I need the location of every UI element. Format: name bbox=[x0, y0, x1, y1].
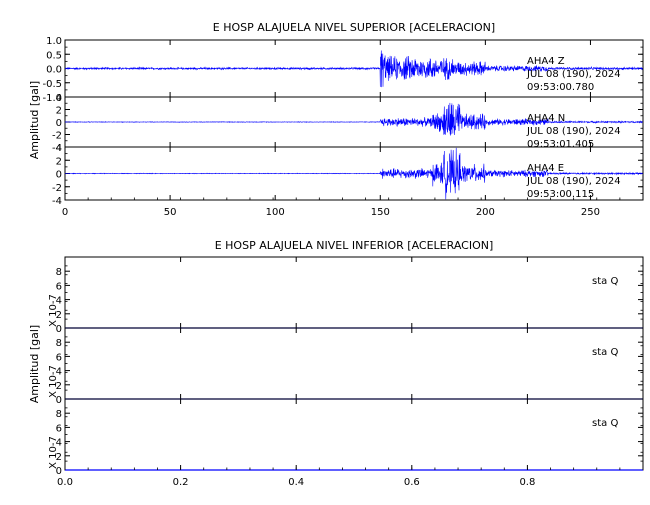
y-tick-label: -1.0 bbox=[42, 93, 62, 104]
y-tick-label: -0.5 bbox=[42, 79, 62, 90]
station-label: sta Q bbox=[592, 418, 618, 429]
y-tick-label: -4 bbox=[52, 196, 62, 207]
seismic-trace bbox=[64, 50, 643, 88]
y-tick-label: 0 bbox=[56, 118, 62, 129]
x-tick-label: 0.6 bbox=[404, 477, 420, 488]
x-tick-label: 100 bbox=[266, 207, 285, 218]
y-tick-label: 4 bbox=[56, 367, 62, 378]
y-tick-label: 0.5 bbox=[46, 50, 62, 61]
y-tick-label: 6 bbox=[56, 423, 62, 434]
y-tick-label: 4 bbox=[56, 143, 62, 154]
y-tick-label: 8 bbox=[56, 267, 62, 278]
y-tick-label: 2 bbox=[56, 156, 62, 167]
x-tick-label: 0.4 bbox=[288, 477, 304, 488]
y-tick-label: 0 bbox=[56, 395, 62, 406]
y-tick-label: 0 bbox=[56, 466, 62, 477]
x-tick-label: 200 bbox=[476, 207, 495, 218]
station-label: AHA4 Z bbox=[527, 56, 565, 67]
station-label: sta Q bbox=[592, 347, 618, 358]
x-tick-label: 0.8 bbox=[519, 477, 535, 488]
y-tick-label: 2 bbox=[56, 310, 62, 321]
y-tick-label: -4 bbox=[52, 143, 62, 154]
station-label: AHA4 E bbox=[527, 163, 564, 174]
chart-title: E HOSP ALAJUELA NIVEL SUPERIOR [ACELERAC… bbox=[213, 21, 495, 34]
y-axis-label: Amplitud [gal] bbox=[28, 81, 41, 159]
seismic-trace bbox=[64, 147, 643, 200]
station-label: JUL 08 (190), 2024 bbox=[526, 176, 621, 187]
scale-label: X 10-7 bbox=[48, 294, 59, 327]
x-tick-label: 250 bbox=[581, 207, 600, 218]
y-tick-label: -2 bbox=[52, 183, 62, 194]
y-tick-label: 8 bbox=[56, 409, 62, 420]
y-tick-label: 4 bbox=[56, 296, 62, 307]
y-tick-label: 0.0 bbox=[46, 65, 62, 76]
y-tick-label: 0 bbox=[56, 170, 62, 181]
y-tick-label: 2 bbox=[56, 381, 62, 392]
station-label: JUL 08 (190), 2024 bbox=[526, 69, 621, 80]
y-tick-label: 4 bbox=[56, 93, 62, 104]
panel-frame bbox=[64, 398, 644, 471]
seismic-trace bbox=[64, 102, 643, 136]
station-label: 09:53:00.115 bbox=[527, 189, 594, 200]
y-tick-label: 1.0 bbox=[46, 36, 62, 47]
station-label: 09:53:01.405 bbox=[527, 139, 594, 150]
panel-frame bbox=[64, 256, 644, 329]
y-tick-label: 2 bbox=[56, 106, 62, 117]
x-tick-label: 0.2 bbox=[173, 477, 189, 488]
station-label: JUL 08 (190), 2024 bbox=[526, 126, 621, 137]
station-label: sta Q bbox=[592, 276, 618, 287]
chart-title: E HOSP ALAJUELA NIVEL INFERIOR [ACELERAC… bbox=[215, 239, 494, 252]
panel-frame bbox=[64, 327, 644, 400]
x-tick-label: 0.0 bbox=[57, 477, 73, 488]
x-tick-label: 150 bbox=[371, 207, 390, 218]
x-tick-label: 50 bbox=[164, 207, 177, 218]
y-tick-label: 6 bbox=[56, 352, 62, 363]
station-label: 09:53:00.780 bbox=[527, 82, 594, 93]
scale-label: X 10-7 bbox=[48, 365, 59, 398]
y-tick-label: -2 bbox=[52, 131, 62, 142]
y-tick-label: 6 bbox=[56, 281, 62, 292]
x-tick-label: 0 bbox=[62, 207, 68, 218]
y-tick-label: 0 bbox=[56, 324, 62, 335]
scale-label: X 10-7 bbox=[48, 436, 59, 469]
y-tick-label: 8 bbox=[56, 338, 62, 349]
y-axis-label: Amplitud [gal] bbox=[28, 325, 41, 403]
y-tick-label: 4 bbox=[56, 438, 62, 449]
y-tick-label: 2 bbox=[56, 452, 62, 463]
station-label: AHA4 N bbox=[527, 113, 565, 124]
